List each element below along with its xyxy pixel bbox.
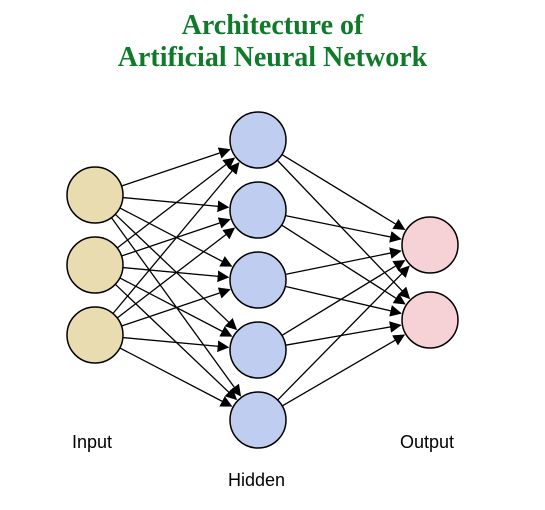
edge [123, 198, 228, 208]
edge [277, 160, 409, 298]
edge [120, 278, 232, 336]
input-node [67, 237, 123, 293]
hidden-node [230, 182, 286, 238]
output-layer-label: Output [400, 432, 454, 453]
edge [282, 335, 404, 406]
hidden-node [230, 392, 286, 448]
output-node [402, 217, 458, 273]
output-node [402, 292, 458, 348]
edge [120, 348, 232, 406]
edge [113, 163, 239, 313]
edge [117, 158, 234, 248]
hidden-node [230, 252, 286, 308]
edge [122, 150, 230, 186]
input-node [67, 167, 123, 223]
hidden-node [230, 322, 286, 378]
hidden-layer-label: Hidden [228, 470, 285, 491]
nodes-group [67, 112, 458, 448]
input-layer-label: Input [72, 432, 112, 453]
input-node [67, 307, 123, 363]
edge [278, 266, 409, 400]
edge [286, 325, 401, 345]
edge [285, 216, 400, 239]
edge [282, 225, 405, 304]
diagram-canvas: Architecture of Artificial Neural Networ… [0, 0, 545, 510]
hidden-node [230, 112, 286, 168]
edge [123, 268, 228, 278]
edge [117, 228, 234, 318]
edge [120, 208, 232, 266]
edge [123, 338, 228, 348]
